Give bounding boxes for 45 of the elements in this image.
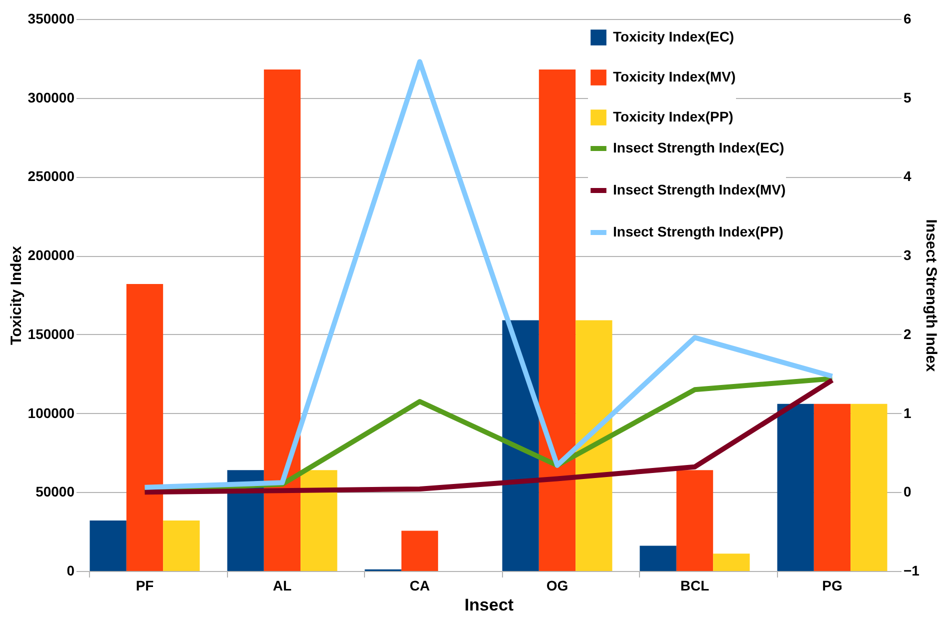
x-tick-label: AL — [272, 578, 292, 594]
legend-label: Toxicity Index(EC) — [613, 28, 734, 44]
y-tick-label: 200000 — [28, 247, 75, 264]
bar — [264, 69, 301, 571]
bar — [640, 546, 676, 571]
y-tick-label: 350000 — [28, 10, 75, 26]
bar — [538, 69, 576, 571]
y-tick-label: 300000 — [28, 89, 75, 106]
bar — [713, 554, 750, 571]
y-axis-title: Toxicity Index — [8, 245, 25, 345]
y2-tick-label: 0 — [904, 484, 912, 500]
y2-tick-label: 4 — [904, 168, 912, 184]
bar — [126, 284, 164, 571]
x-tick-label: BCL — [680, 578, 710, 594]
bar — [576, 320, 612, 571]
legend-label: Insect Strength Index(MV) — [613, 182, 786, 198]
y2-tick-label: 2 — [904, 326, 912, 342]
bar — [676, 470, 714, 571]
y-tick-label: 50000 — [36, 484, 75, 500]
legend-label: Toxicity Index(MV) — [613, 68, 736, 84]
legend-label: Insect Strength Index(PP) — [613, 224, 784, 240]
x-tick-label: CA — [410, 578, 430, 594]
y2-tick-label: 5 — [904, 89, 912, 106]
bar — [850, 404, 888, 571]
y2-tick-label: −1 — [904, 562, 920, 578]
x-tick-label: PG — [822, 578, 842, 594]
bar — [163, 520, 200, 571]
x-tick-label: PF — [136, 578, 154, 594]
y2-tick-label: 3 — [904, 247, 912, 264]
y-tick-label: 0 — [66, 562, 75, 578]
legend-label: Toxicity Index(PP) — [613, 108, 734, 124]
y-tick-label: 250000 — [28, 168, 75, 184]
bar — [300, 470, 338, 571]
x-tick-label: OG — [546, 578, 568, 594]
y2-axis-title: Insect Strength Index — [922, 219, 940, 372]
x-axis-title: Insect — [464, 596, 514, 614]
bar — [401, 530, 438, 571]
legend-label: Insect Strength Index(EC) — [613, 140, 784, 156]
y-tick-label: 150000 — [28, 326, 75, 342]
y2-tick-label: 6 — [904, 10, 912, 26]
bar — [814, 404, 851, 571]
bar — [90, 520, 126, 571]
bar — [777, 404, 814, 571]
y-tick-label: 100000 — [28, 404, 75, 421]
y2-tick-label: 1 — [904, 404, 912, 421]
